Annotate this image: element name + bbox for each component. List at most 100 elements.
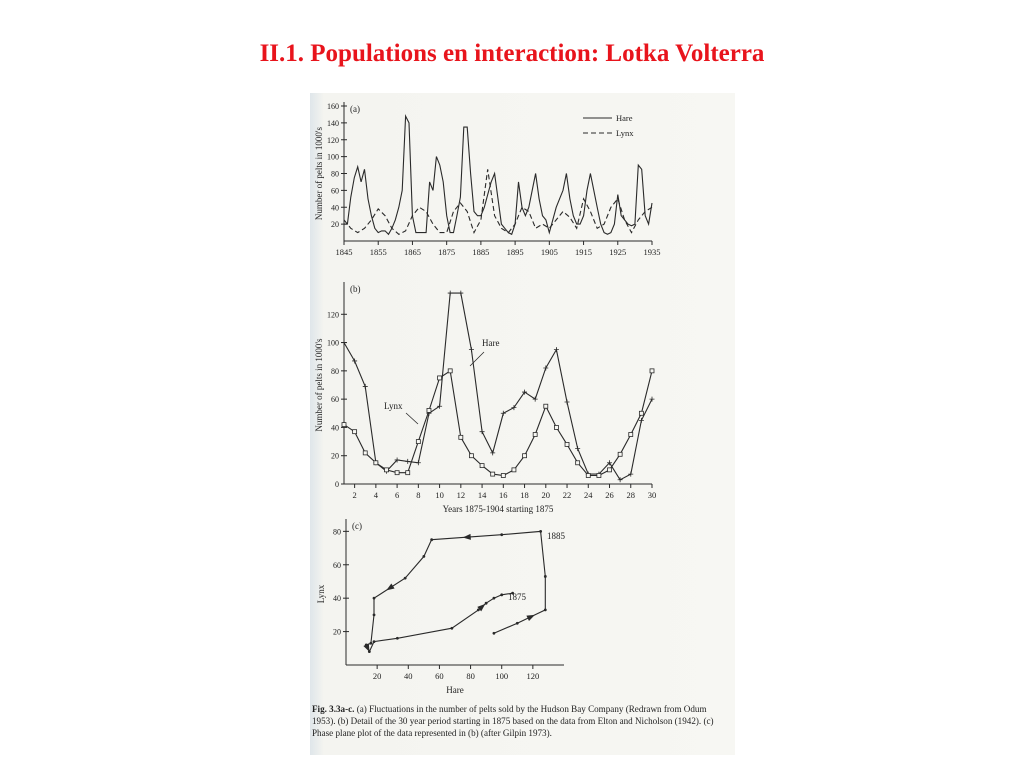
panel-b-hare-point [405, 458, 411, 464]
panel-c-trajectory-point [395, 636, 399, 640]
figure-caption: Fig. 3.3a-c. (a) Fluctuations in the num… [312, 703, 732, 739]
panel-b-lynx-point [564, 441, 570, 447]
panel-b-lynx-point [511, 467, 517, 473]
panel-a-legend-hare-label: Hare [616, 113, 633, 123]
panel-c-direction-arrow [363, 643, 370, 652]
panel-b-lynx-point [458, 434, 464, 440]
panel-c-direction-arrow [386, 583, 395, 591]
panel-c-trajectory-point [492, 631, 496, 635]
panel-c-trajectory-point [539, 529, 543, 533]
panel-c-trajectory-point [369, 641, 373, 645]
panel-b-lynx-leader [405, 412, 419, 425]
panel-b-lynx-point [617, 451, 623, 457]
panel-b-y-tick-label: 0 [335, 480, 339, 489]
panel-a-x-tick-label: 1925 [609, 247, 626, 257]
panel-a-legend-lynx-label: Lynx [616, 128, 634, 138]
panel-b-hare-point [490, 450, 496, 456]
panel-b-lynx-point [426, 408, 432, 413]
panel-c-trajectory-point [430, 538, 434, 542]
panel-b-hare-point [341, 340, 347, 346]
panel-b-hare-point [522, 389, 528, 395]
panel-b-hare-point [447, 290, 453, 296]
panel-b-x-tick-label: 10 [435, 490, 444, 500]
panel-c-label: (c) [352, 521, 362, 531]
panel-c-trajectory-point [484, 601, 488, 605]
panel-b-hare-point [607, 460, 613, 466]
panel-b-x-tick-label: 12 [457, 490, 466, 500]
panel-c-y-axis-label: Lynx [316, 584, 326, 603]
panel-b-y-tick-label: 120 [327, 310, 339, 319]
panel-b-hare-point [479, 429, 485, 435]
panel-b-x-tick-label: 26 [605, 490, 614, 500]
panel-c-direction-arrow [462, 533, 471, 540]
panel-b-y-tick-label: 80 [331, 367, 339, 376]
panel-b-y-tick-label: 100 [327, 339, 339, 348]
panel-b-hare-point [468, 347, 474, 353]
panel-b-hare-point [362, 383, 368, 389]
panel-c-x-tick-label: 40 [404, 671, 413, 681]
panel-b-hare-point [532, 396, 538, 402]
panel-c-direction-arrow [477, 603, 486, 612]
panel-b-x-tick-label: 16 [499, 490, 508, 500]
panel-c-trajectory-point [422, 555, 426, 558]
panel-c-trajectory-point [372, 596, 376, 600]
panel-c-trajectory-point [500, 533, 504, 537]
panel-a-y-tick-label: 140 [327, 119, 339, 128]
panel-c-trajectory-point [372, 640, 376, 644]
panel-b-x-tick-label: 24 [584, 490, 593, 500]
panel-c-x-tick-label: 80 [466, 671, 475, 681]
panel-b-x-tick-label: 28 [627, 490, 636, 500]
page-title: II.1. Populations en interaction: Lotka … [259, 40, 765, 67]
panel-a-y-axis-label: Number of pelts in 1000's [314, 126, 324, 220]
panel-b-x-tick-label: 6 [395, 490, 399, 500]
panel-b-series-hare-line [343, 292, 653, 481]
panel-b-hare-leader [469, 351, 485, 367]
panel-b-lynx-point [373, 460, 379, 466]
panel-c-trajectory-point [372, 613, 376, 617]
panel-b-hare-point [437, 403, 443, 409]
panel-c-annotation-1875: 1875 [508, 592, 527, 602]
panel-c-trajectory-point [543, 608, 547, 612]
panel-b-x-tick-label: 14 [478, 490, 487, 500]
panel-c-trajectory-point [511, 591, 515, 595]
panel-c-direction-arrow [526, 614, 535, 622]
panel-b-lynx-point [447, 368, 453, 374]
panel-b-y-tick-label: 20 [331, 452, 339, 461]
panel-b-hare-point [415, 460, 421, 466]
panel-b-hare-point [649, 396, 655, 402]
panel-b-hare-point [575, 446, 581, 452]
panel-b-lynx-label: Lynx [384, 401, 403, 411]
panel-c-trajectory-point [543, 575, 547, 578]
panel-a-x-tick-label: 1915 [575, 247, 592, 257]
panel-a-x-tick-label: 1935 [644, 247, 661, 257]
panel-a-x-tick-label: 1845 [336, 247, 353, 257]
panel-b-lynx-point [585, 473, 591, 478]
panel-b-hare-point [553, 347, 559, 353]
panel-b-lynx-point [490, 471, 496, 477]
panel-c-y-tick-label: 20 [333, 628, 341, 637]
panel-c-x-axis-label: Hare [446, 685, 464, 695]
panel-a-x-tick-label: 1895 [507, 247, 524, 257]
panel-c-x-tick-label: 120 [526, 671, 539, 681]
panel-b-hare-point [543, 365, 549, 371]
panel-c-trajectory-point [515, 621, 519, 625]
panel-b-lynx-point [437, 375, 442, 381]
panel-a-x-tick-label: 1875 [438, 247, 455, 257]
panel-b-hare-point [628, 471, 634, 477]
panel-c-x-tick-label: 20 [373, 671, 382, 681]
panel-b-hare-point [511, 405, 517, 411]
panel-b-hare-point [500, 410, 506, 416]
panel-c-trajectory-point [450, 626, 454, 630]
panel-b-lynx-point [479, 463, 485, 469]
panel-c-y-tick-label: 80 [333, 527, 341, 536]
panel-b-lynx-point [384, 467, 389, 473]
panel-a-y-tick-label: 40 [331, 203, 339, 212]
panel-b-hare-point [458, 290, 464, 296]
panel-b-lynx-point [638, 410, 644, 416]
panel-b-lynx-point [575, 460, 581, 466]
panel-b-lynx-point [469, 453, 474, 459]
panel-a-y-tick-label: 60 [331, 186, 339, 195]
panel-b-lynx-point [596, 473, 602, 478]
panel-b-x-tick-label: 22 [563, 490, 572, 500]
